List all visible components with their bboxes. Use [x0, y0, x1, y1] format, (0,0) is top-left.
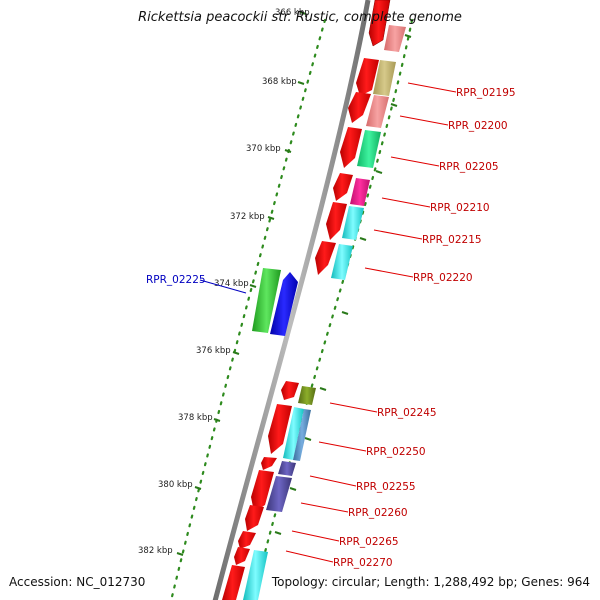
gene-arrow-magenta[interactable]: [350, 178, 370, 206]
kbp-tick: 380 kbp: [158, 480, 202, 490]
kbp-tick: 374 kbp: [214, 279, 257, 289]
gene-arrow-green[interactable]: [357, 130, 381, 168]
inner-dotted-guide: [170, 18, 327, 600]
gene-arrow-steel[interactable]: [293, 409, 311, 461]
gene-arrow-green[interactable]: [252, 268, 281, 333]
gene-arrow-red[interactable]: [261, 457, 277, 470]
gene-arrow-red[interactable]: [333, 173, 353, 201]
gene-arrow-slate[interactable]: [278, 461, 296, 476]
gene-arrow-cyan[interactable]: [283, 407, 304, 460]
gene-arrow-red[interactable]: [268, 404, 292, 454]
svg-text:380 kbp: 380 kbp: [158, 480, 193, 490]
kbp-tick: 382 kbp: [138, 546, 184, 556]
svg-text:370 kbp: 370 kbp: [246, 144, 281, 154]
gene-arrow-cyan[interactable]: [243, 550, 268, 600]
svg-text:382 kbp: 382 kbp: [138, 546, 173, 556]
svg-text:374 kbp: 374 kbp: [214, 279, 249, 289]
kbp-scale: 366 kbp 368 kbp 370 kbp 372 kbp 374 kbp …: [138, 8, 310, 556]
svg-text:366 kbp: 366 kbp: [275, 8, 310, 18]
gene-label[interactable]: RPR_02195: [456, 87, 516, 99]
gene-arrow-red[interactable]: [348, 92, 371, 123]
label-leaders: [199, 82, 457, 563]
genome-backbone: [212, 0, 371, 600]
gene-label[interactable]: RPR_02260: [348, 507, 408, 519]
gene-arrow-red[interactable]: [251, 470, 274, 512]
gene-arrow-red[interactable]: [340, 127, 362, 168]
gene-arrow-slate[interactable]: [266, 476, 292, 512]
kbp-tick: 372 kbp: [230, 212, 275, 222]
gene-label[interactable]: RPR_02270: [333, 557, 393, 569]
gene-label[interactable]: RPR_02220: [413, 272, 473, 284]
gene-arrow-red[interactable]: [234, 547, 250, 565]
gene-arrow-pink[interactable]: [384, 25, 406, 52]
gene-arrow-olive[interactable]: [298, 386, 316, 405]
svg-text:368 kbp: 368 kbp: [262, 77, 297, 87]
gene-arrow-red[interactable]: [222, 565, 245, 600]
gene-arrow-cyan[interactable]: [342, 206, 364, 240]
gene-labels: RPR_02195 RPR_02200 RPR_02205 RPR_02210 …: [146, 87, 516, 569]
kbp-tick: 368 kbp: [262, 77, 305, 87]
gene-label[interactable]: RPR_02225: [146, 274, 206, 286]
gene-label[interactable]: RPR_02200: [448, 120, 508, 132]
outer-dotted-guide: [252, 18, 414, 600]
minor-ticks: [274, 34, 412, 535]
gene-arrow-pink[interactable]: [366, 95, 389, 128]
svg-text:378 kbp: 378 kbp: [178, 413, 213, 423]
gene-arrow-red[interactable]: [356, 58, 379, 96]
gene-label[interactable]: RPR_02245: [377, 407, 437, 419]
svg-text:372 kbp: 372 kbp: [230, 212, 265, 222]
gene-label[interactable]: RPR_02205: [439, 161, 499, 173]
kbp-tick: 378 kbp: [178, 413, 221, 423]
gene-label[interactable]: RPR_02250: [366, 446, 426, 458]
map-title: Rickettsia peacockii str. Rustic, comple…: [138, 10, 462, 25]
svg-text:376 kbp: 376 kbp: [196, 346, 231, 356]
gene-arrow-cyan[interactable]: [331, 244, 353, 280]
gene-arrow-red[interactable]: [315, 241, 336, 275]
kbp-tick: 366 kbp: [275, 8, 310, 18]
gene-arrow-blue[interactable]: [270, 272, 298, 336]
gene-arrow-red[interactable]: [245, 505, 264, 531]
gene-arrow-red[interactable]: [326, 202, 347, 240]
gene-arrow-red[interactable]: [238, 531, 256, 549]
gene-label[interactable]: RPR_02255: [356, 481, 416, 493]
gene-arrow-red[interactable]: [368, 0, 391, 47]
kbp-tick: 370 kbp: [246, 144, 292, 154]
genome-summary: Topology: circular; Length: 1,288,492 bp…: [268, 575, 590, 589]
gene-track: [222, 0, 406, 600]
accession-text: Accession: NC_012730: [9, 575, 146, 589]
kbp-tick: 376 kbp: [196, 346, 240, 356]
gene-arrow-red[interactable]: [281, 381, 299, 400]
gene-label[interactable]: RPR_02215: [422, 234, 482, 246]
gene-label[interactable]: RPR_02210: [430, 202, 490, 214]
gene-label[interactable]: RPR_02265: [339, 536, 399, 548]
gene-arrow-khaki[interactable]: [373, 60, 396, 96]
